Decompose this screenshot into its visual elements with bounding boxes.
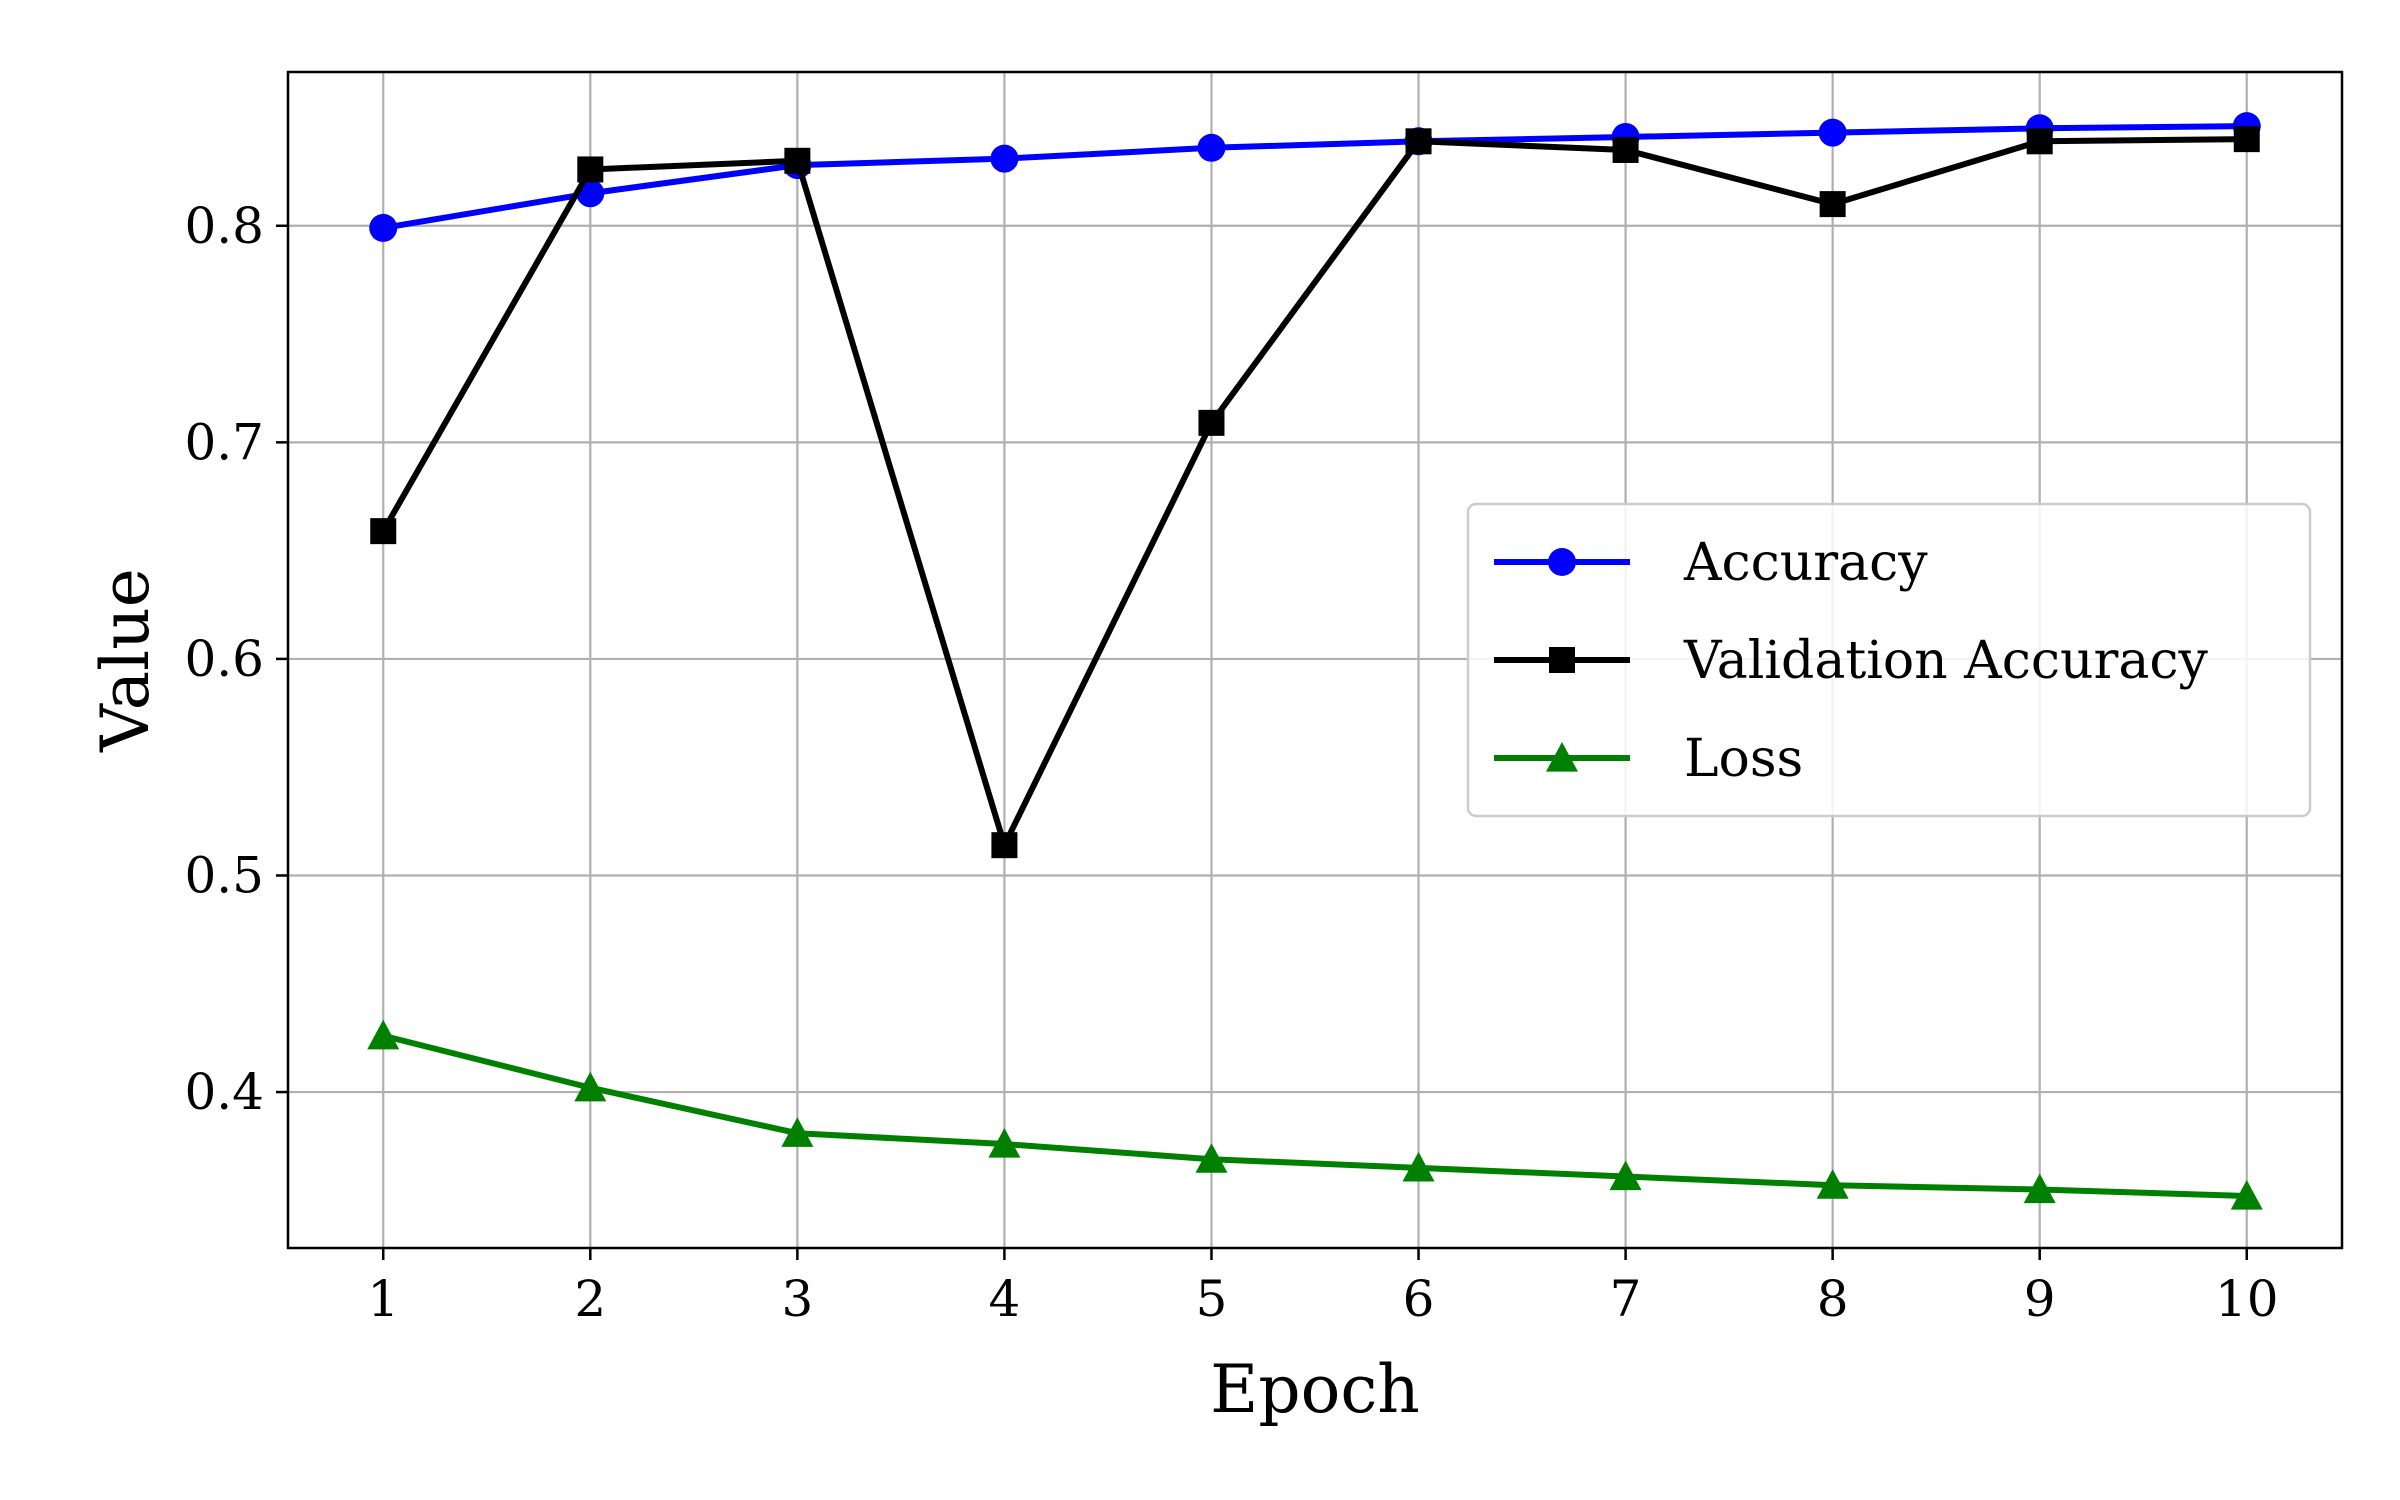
data-point (1612, 136, 1639, 163)
x-tick-label: 8 (1817, 1270, 1849, 1328)
y-tick-label: 0.6 (184, 630, 264, 688)
legend-label: Loss (1684, 729, 1803, 789)
data-point (369, 213, 398, 242)
data-point (367, 1019, 400, 1050)
legend-label: Validation Accuracy (1683, 631, 2208, 691)
data-point (990, 144, 1019, 173)
y-tick-label: 0.8 (184, 197, 264, 255)
plot-series (367, 112, 2263, 1210)
data-point (577, 156, 604, 183)
data-point (1818, 118, 1847, 147)
x-tick-label: 7 (1610, 1270, 1642, 1328)
y-tick-label: 0.5 (184, 846, 264, 904)
x-tick-label: 1 (367, 1270, 399, 1328)
x-tick-label: 4 (989, 1270, 1021, 1328)
series-line (382, 1032, 2247, 1200)
data-point (2023, 1173, 2056, 1204)
y-tick-label: 0.4 (184, 1063, 264, 1121)
data-point (988, 1128, 1021, 1158)
y-tick-label: 0.7 (184, 413, 264, 471)
series-0 (369, 112, 2261, 242)
data-point (991, 832, 1018, 859)
series-line (380, 136, 2247, 849)
series-1 (370, 126, 2260, 859)
data-point (1197, 133, 1226, 162)
data-point (1609, 1160, 1642, 1191)
x-tick-label: 6 (1403, 1270, 1435, 1328)
data-point (2026, 128, 2053, 155)
data-point (1195, 1143, 1228, 1173)
y-axis-label: Value (87, 568, 164, 753)
legend-item: Validation Accuracy (1494, 631, 2208, 691)
legend-marker (1548, 548, 1576, 576)
legend-item: Loss (1494, 729, 1803, 789)
data-point (1405, 128, 1432, 155)
legend-marker (1546, 742, 1578, 772)
data-point (784, 147, 811, 174)
legend-label: Accuracy (1683, 533, 1928, 593)
legend-box (1466, 502, 2312, 818)
data-point (2233, 126, 2260, 153)
x-tick-label: 3 (781, 1270, 813, 1328)
legend-item: Accuracy (1494, 533, 1928, 593)
series-line (382, 123, 2247, 231)
data-point (574, 1071, 607, 1102)
data-point (1819, 191, 1846, 218)
x-tick-label: 10 (2215, 1270, 2279, 1328)
series-2 (367, 1019, 2263, 1210)
x-axis-label: Epoch (1210, 1351, 1420, 1428)
legend: Accuracy Validation Accuracy Loss (1466, 502, 2312, 818)
data-point (370, 518, 397, 545)
x-tick-label: 2 (574, 1270, 606, 1328)
data-point (1198, 409, 1225, 436)
legend-marker (1549, 647, 1575, 673)
axis-ticks: 1 2 3 4 5 6 7 8 9 10 0.4 0.5 0.6 0.7 0.8 (184, 197, 2278, 1328)
data-point (2230, 1180, 2263, 1210)
data-point (781, 1117, 814, 1147)
data-point (1816, 1169, 1849, 1199)
x-tick-label: 5 (1196, 1270, 1228, 1328)
x-tick-label: 9 (2024, 1270, 2056, 1328)
data-point (1402, 1151, 1435, 1182)
